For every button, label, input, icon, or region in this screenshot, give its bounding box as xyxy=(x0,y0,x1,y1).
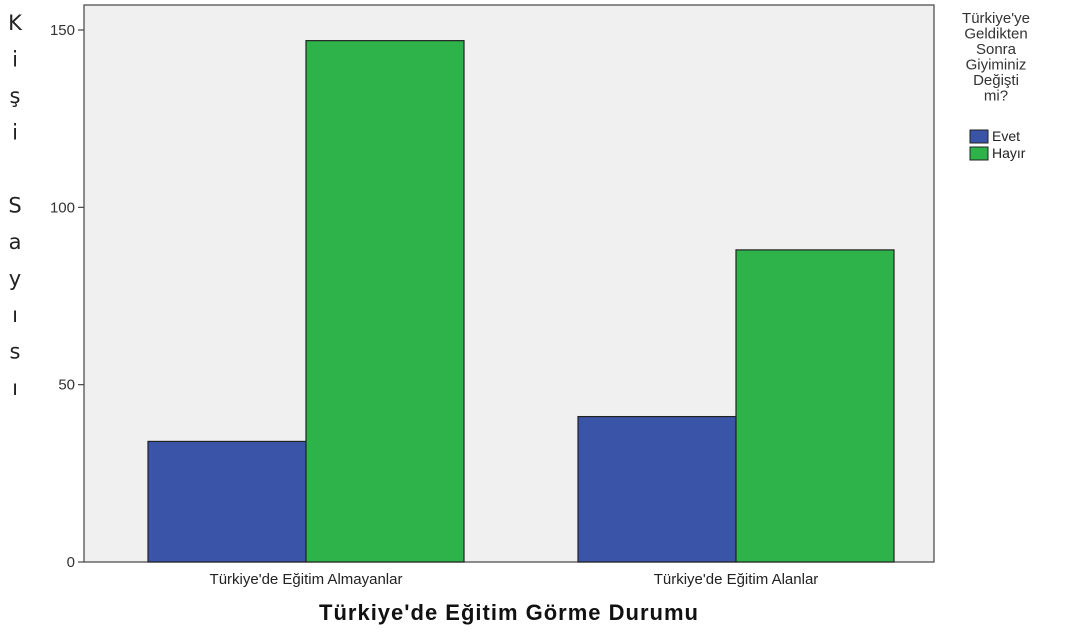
bars-group xyxy=(147,40,895,563)
y-axis-label-char: i xyxy=(12,121,18,145)
legend-title-line: Geldikten xyxy=(964,26,1027,43)
bar-hayır-1 xyxy=(305,40,465,563)
legend-swatch-evet xyxy=(969,129,989,144)
x-axis: Türkiye'de Eğitim Almayanlar Türkiye'de E… xyxy=(210,571,819,588)
y-tick-label: 0 xyxy=(67,554,75,571)
y-axis-label-char: ş xyxy=(10,84,21,108)
legend-label-evet: Evet xyxy=(992,128,1020,144)
legend-title-line: Türkiye'ye xyxy=(962,10,1030,27)
y-tick-label: 100 xyxy=(50,199,75,216)
y-axis-label-char: S xyxy=(8,194,21,218)
y-axis-label-char: y xyxy=(9,267,21,291)
y-axis-label-char: s xyxy=(10,340,21,364)
legend-title-line: Sonra xyxy=(976,41,1017,58)
x-axis-label: Türkiye'de Eğitim Görme Durumu xyxy=(319,600,699,625)
y-axis-label-char: i xyxy=(12,48,18,72)
x-tick-label: Türkiye'de Eğitim Alanlar xyxy=(654,571,819,588)
legend: Türkiye'yeGeldiktenSonraGiyiminizDeğişti… xyxy=(962,10,1030,161)
y-axis-label-char: a xyxy=(9,230,22,254)
y-tick-label: 50 xyxy=(58,377,75,394)
legend-title-line: Değişti xyxy=(973,72,1019,89)
legend-label-hayır: Hayır xyxy=(992,145,1026,161)
x-tick-label: Türkiye'de Eğitim Almayanlar xyxy=(210,571,403,588)
bar-evet-1 xyxy=(147,440,307,563)
bar-hayır-2 xyxy=(735,249,895,563)
y-tick-label: 150 xyxy=(50,22,75,39)
y-axis-label-char: ı xyxy=(12,376,18,400)
legend-swatch-hayır xyxy=(969,146,989,161)
bar-evet-2 xyxy=(577,415,737,563)
legend-title-line: Giyiminiz xyxy=(966,57,1027,74)
y-axis: 0 50 100 150 xyxy=(50,22,84,571)
y-axis-label-char: K xyxy=(8,11,23,35)
legend-title-line: mi? xyxy=(984,88,1008,105)
y-axis-label-char: ı xyxy=(12,303,18,327)
